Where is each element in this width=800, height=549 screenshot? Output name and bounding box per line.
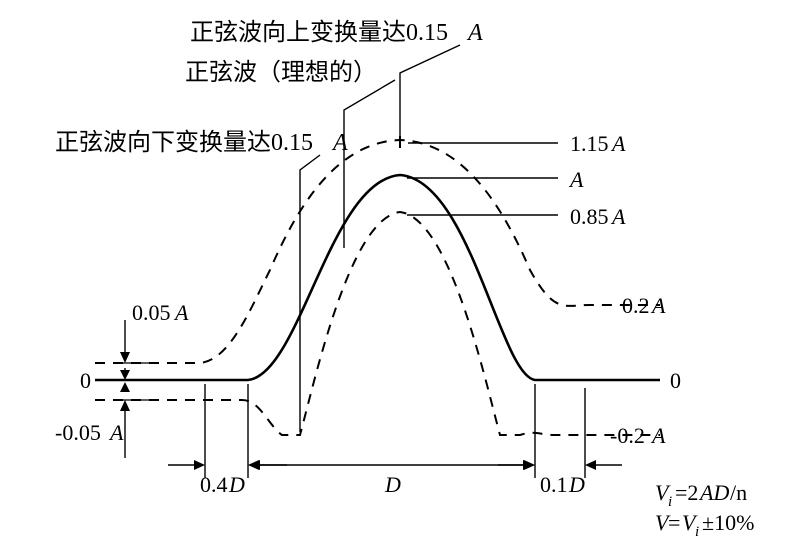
val-115: 1.15 bbox=[570, 131, 609, 156]
label-upper-prefix: 正弦波向上变换量达0.15 bbox=[190, 19, 448, 46]
val-005n: -0.05 bbox=[55, 420, 101, 445]
leader-ideal bbox=[344, 80, 395, 248]
label-upper-A: A bbox=[466, 20, 483, 46]
diagram-svg: 正弦波向上变换量达0.15 A 正弦波（理想的） 正弦波向下变换量达0.15 A… bbox=[0, 0, 800, 549]
val-085-A: A bbox=[610, 204, 626, 229]
dim01-lh bbox=[524, 460, 535, 470]
arr-005-top-head bbox=[120, 352, 130, 363]
eq1-i: i bbox=[668, 494, 672, 510]
eq2-pm: ±10% bbox=[702, 510, 754, 535]
diagram-root: { "canvas": { "w": 800, "h": 549 }, "sty… bbox=[0, 0, 800, 549]
eq2-i: i bbox=[695, 524, 699, 540]
arr-005-mid2-head bbox=[120, 382, 130, 392]
leader-upper bbox=[400, 45, 460, 138]
dim-D: D bbox=[384, 472, 401, 497]
dim04-lh bbox=[194, 460, 205, 470]
dim-01-D: D bbox=[568, 472, 585, 497]
val-005p: 0.05 bbox=[132, 300, 171, 325]
dim-04: 0.4 bbox=[200, 472, 228, 497]
label-ideal: 正弦波（理想的） bbox=[185, 59, 377, 86]
val-115-A: A bbox=[610, 131, 626, 156]
val-02p-A: A bbox=[650, 293, 666, 318]
dim-01: 0.1 bbox=[540, 472, 568, 497]
eq1-eq2: =2 bbox=[675, 480, 698, 505]
dim-04-D: D bbox=[228, 472, 245, 497]
val-005n-A: A bbox=[108, 420, 124, 445]
val-02n: -0.2 bbox=[610, 423, 645, 448]
eq1-n: /n bbox=[730, 480, 747, 505]
val-A: A bbox=[568, 167, 584, 192]
val-0r: 0 bbox=[670, 368, 681, 393]
eq2-eq: = bbox=[668, 510, 680, 535]
arr-005-mid1-head bbox=[120, 370, 130, 380]
val-085: 0.85 bbox=[570, 204, 609, 229]
arr-005-bot-head bbox=[120, 400, 130, 411]
val-005p-A: A bbox=[173, 300, 189, 325]
val-02p: 0.2 bbox=[622, 293, 650, 318]
eq1-AD: AD bbox=[698, 480, 729, 505]
val-0l: 0 bbox=[80, 368, 91, 393]
dimD-lh bbox=[248, 460, 260, 470]
val-02n-A: A bbox=[650, 423, 666, 448]
label-lower-prefix: 正弦波向下变换量达0.15 bbox=[55, 129, 313, 156]
label-lower-A: A bbox=[331, 130, 348, 156]
dim01-rh bbox=[585, 460, 596, 470]
